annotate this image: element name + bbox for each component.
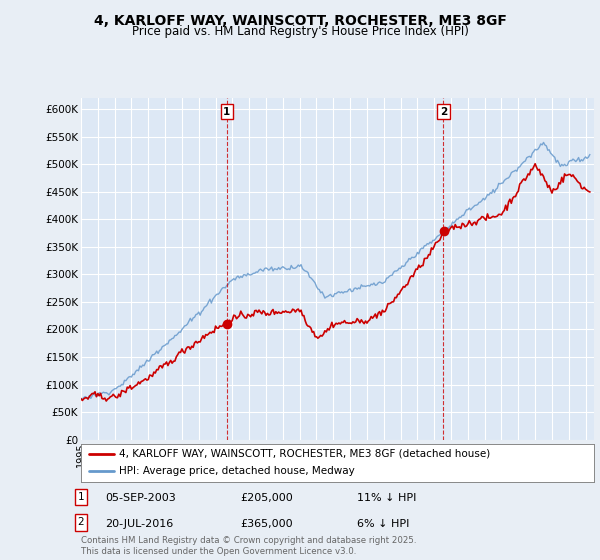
Text: Contains HM Land Registry data © Crown copyright and database right 2025.
This d: Contains HM Land Registry data © Crown c… [81,536,416,556]
Text: £205,000: £205,000 [240,493,293,503]
Text: 4, KARLOFF WAY, WAINSCOTT, ROCHESTER, ME3 8GF: 4, KARLOFF WAY, WAINSCOTT, ROCHESTER, ME… [94,14,506,28]
Text: £365,000: £365,000 [240,519,293,529]
Text: 6% ↓ HPI: 6% ↓ HPI [357,519,409,529]
Text: 05-SEP-2003: 05-SEP-2003 [105,493,176,503]
Text: 2: 2 [440,107,447,117]
Text: Price paid vs. HM Land Registry's House Price Index (HPI): Price paid vs. HM Land Registry's House … [131,25,469,38]
Text: 1: 1 [223,107,230,117]
Text: 1: 1 [77,492,85,502]
Text: 2: 2 [77,517,85,528]
Text: 4, KARLOFF WAY, WAINSCOTT, ROCHESTER, ME3 8GF (detached house): 4, KARLOFF WAY, WAINSCOTT, ROCHESTER, ME… [119,449,491,459]
Text: HPI: Average price, detached house, Medway: HPI: Average price, detached house, Medw… [119,466,355,477]
Text: 11% ↓ HPI: 11% ↓ HPI [357,493,416,503]
Text: 20-JUL-2016: 20-JUL-2016 [105,519,173,529]
